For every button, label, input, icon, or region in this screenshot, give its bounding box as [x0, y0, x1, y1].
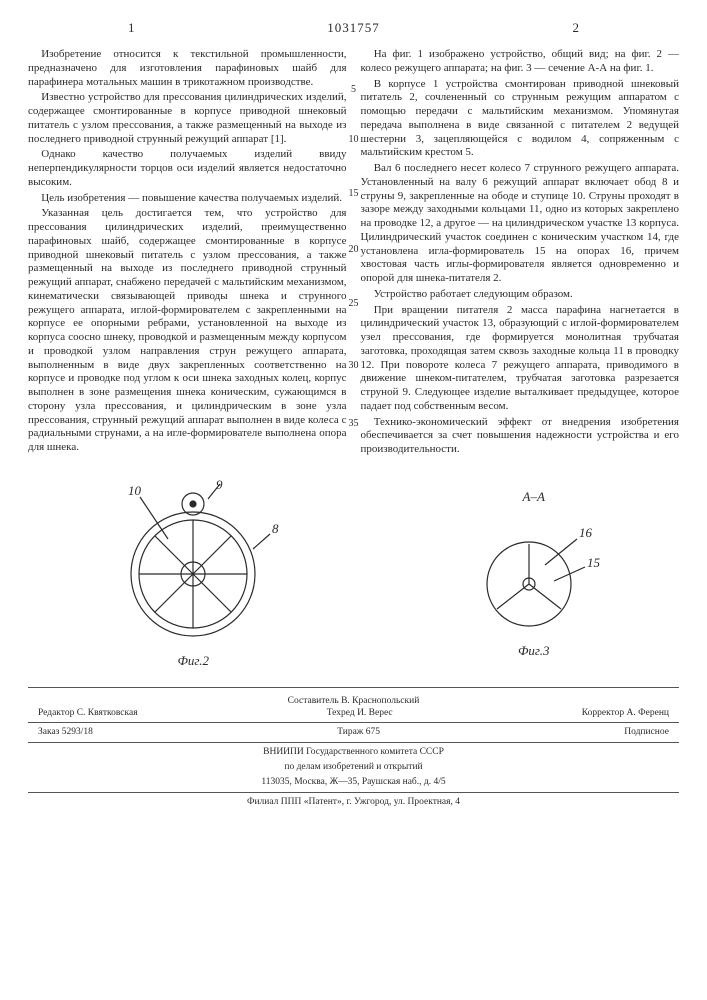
paragraph: Цель изобретения — повышение качества по…	[28, 192, 347, 206]
col-number-right: 2	[573, 20, 580, 36]
order-number: Заказ 5293/18	[38, 726, 93, 738]
line-number: 15	[347, 188, 361, 201]
mark-9: 9	[216, 479, 223, 492]
line-number: 20	[347, 244, 361, 257]
paragraph: При вращении питателя 2 масса парафина н…	[361, 304, 680, 414]
paragraph: В корпусе 1 устройства смонтирован приво…	[361, 78, 680, 161]
org-line-1: ВНИИПИ Государственного комитета СССР	[28, 746, 679, 758]
left-column: Изобретение относится к текстильной пром…	[28, 48, 347, 459]
line-number: 10	[347, 134, 361, 147]
figure-2-svg: 10 9 8	[98, 479, 288, 649]
line-number: 35	[347, 418, 361, 431]
line-number: 25	[347, 298, 361, 311]
figure-3: А–А 16 15 Фиг.3	[459, 489, 609, 659]
address-2: Филиал ППП «Патент», г. Ужгород, ул. Про…	[28, 796, 679, 808]
subscribe: Подписное	[624, 726, 669, 738]
address-1: 113035, Москва, Ж—35, Раушская наб., д. …	[28, 776, 679, 788]
paragraph: Известно устройство для прессования цили…	[28, 91, 347, 146]
col-number-left: 1	[128, 20, 135, 36]
mark-10: 10	[128, 483, 142, 498]
mark-16: 16	[579, 525, 593, 540]
corrector: Корректор А. Ференц	[582, 707, 669, 719]
page: 1 1031757 2 Изобретение относится к текс…	[0, 0, 707, 1000]
separator	[28, 722, 679, 723]
mark-8: 8	[272, 521, 279, 536]
figure-3-svg: 16 15	[459, 509, 609, 639]
paragraph: Указанная цель достигается тем, что устр…	[28, 207, 347, 455]
compiler: Составитель В. Краснопольский	[28, 695, 679, 707]
page-header: 1 1031757 2	[28, 20, 679, 38]
text-columns: Изобретение относится к текстильной пром…	[28, 48, 679, 459]
right-column: 5 10 15 20 25 30 35 На фиг. 1 изображено…	[361, 48, 680, 459]
separator	[28, 742, 679, 743]
patent-number: 1031757	[327, 20, 380, 36]
tirage: Тираж 675	[337, 726, 380, 738]
figure-2: 10 9 8 Фиг.2	[98, 479, 288, 669]
figure-2-label: Фиг.2	[177, 653, 209, 669]
tech-editor: Техред И. Верес	[327, 707, 393, 719]
mark-15: 15	[587, 555, 601, 570]
editor: Редактор С. Квятковская	[38, 707, 138, 719]
footer: Составитель В. Краснопольский Редактор С…	[28, 687, 679, 808]
line-number: 30	[347, 360, 361, 373]
paragraph: Изобретение относится к текстильной пром…	[28, 48, 347, 89]
paragraph: Вал 6 последнего несет колесо 7 струнног…	[361, 162, 680, 286]
org-line-2: по делам изобретений и открытий	[28, 761, 679, 773]
paragraph: Технико-экономический эффект от внедрени…	[361, 416, 680, 457]
figure-3-label: Фиг.3	[518, 643, 550, 659]
line-number: 5	[347, 84, 361, 97]
separator	[28, 792, 679, 793]
section-label: А–А	[523, 489, 545, 505]
paragraph: На фиг. 1 изображено устройство, общий в…	[361, 48, 680, 76]
paragraph: Устройство работает следующим образом.	[361, 288, 680, 302]
figures-row: 10 9 8 Фиг.2 А–А	[28, 469, 679, 679]
paragraph: Однако качество получаемых изделий ввиду…	[28, 148, 347, 189]
